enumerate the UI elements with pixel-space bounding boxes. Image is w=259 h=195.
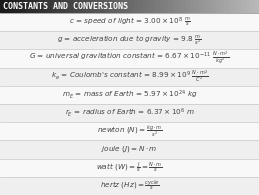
Bar (246, 0, 251, 13)
Bar (0, 122, 259, 140)
Bar (130, 0, 135, 13)
Text: CONSTANTS AND CONVERSIONS: CONSTANTS AND CONVERSIONS (3, 2, 128, 11)
Bar (56, 0, 61, 13)
Bar (13, 0, 18, 13)
Bar (95, 0, 100, 13)
Bar (186, 0, 191, 13)
Bar (160, 0, 165, 13)
Bar (117, 0, 122, 13)
Bar (0, 68, 259, 86)
Bar (0, 0, 5, 13)
Bar (134, 0, 139, 13)
Bar (194, 0, 200, 13)
Bar (225, 0, 230, 13)
Bar (142, 0, 148, 13)
Bar (181, 0, 187, 13)
Bar (4, 0, 10, 13)
Bar (0, 49, 259, 68)
Bar (138, 0, 143, 13)
Bar (0, 13, 259, 31)
Bar (164, 0, 169, 13)
Bar (220, 0, 226, 13)
Bar (238, 0, 243, 13)
Bar (112, 0, 118, 13)
Bar (9, 0, 14, 13)
Bar (229, 0, 234, 13)
Text: watt $(W) = \frac{J}{s} = \frac{N \cdot m}{s}$: watt $(W) = \frac{J}{s} = \frac{N \cdot … (96, 160, 163, 175)
Bar (82, 0, 87, 13)
Bar (121, 0, 126, 13)
Bar (17, 0, 23, 13)
Bar (125, 0, 131, 13)
Bar (30, 0, 35, 13)
Bar (52, 0, 57, 13)
Bar (203, 0, 208, 13)
Bar (242, 0, 247, 13)
Bar (99, 0, 105, 13)
Bar (73, 0, 79, 13)
Bar (0, 104, 259, 122)
Text: $c$ = speed of light = $3.00 \times 10^8\ \frac{m}{s}$: $c$ = speed of light = $3.00 \times 10^8… (69, 15, 190, 29)
Text: $r_E$ = radius of Earth = $6.37 \times 10^6$ m: $r_E$ = radius of Earth = $6.37 \times 1… (64, 107, 195, 119)
Bar (108, 0, 113, 13)
Bar (155, 0, 161, 13)
Bar (34, 0, 40, 13)
Bar (216, 0, 221, 13)
Bar (69, 0, 74, 13)
Bar (86, 0, 92, 13)
Bar (151, 0, 156, 13)
Bar (21, 0, 27, 13)
Bar (0, 31, 259, 49)
Bar (0, 177, 259, 195)
Bar (91, 0, 96, 13)
Bar (250, 0, 256, 13)
Bar (104, 0, 109, 13)
Bar (212, 0, 217, 13)
Bar (168, 0, 174, 13)
Bar (65, 0, 70, 13)
Bar (47, 0, 53, 13)
Bar (78, 0, 83, 13)
Bar (60, 0, 66, 13)
Text: $m_E$ = mass of Earth = $5.97 \times 10^{24}$ kg: $m_E$ = mass of Earth = $5.97 \times 10^… (62, 89, 197, 101)
Bar (39, 0, 44, 13)
Bar (0, 140, 259, 159)
Bar (0, 159, 259, 177)
Bar (255, 0, 259, 13)
Bar (199, 0, 204, 13)
Bar (0, 86, 259, 104)
Bar (177, 0, 182, 13)
Text: $k_e$ = Coulomb's constant = $8.99 \times 10^9\ \frac{N \cdot m^2}{C^2}$: $k_e$ = Coulomb's constant = $8.99 \time… (51, 69, 208, 85)
Bar (173, 0, 178, 13)
Bar (43, 0, 48, 13)
Text: hertz $(Hz) = \frac{cycle}{s}$: hertz $(Hz) = \frac{cycle}{s}$ (99, 179, 160, 193)
Text: newton $(N) = \frac{kg \cdot m}{s^2}$: newton $(N) = \frac{kg \cdot m}{s^2}$ (97, 123, 162, 139)
Bar (147, 0, 152, 13)
Text: joule $(J) = N \cdot m$: joule $(J) = N \cdot m$ (101, 144, 158, 154)
Text: $g$ = acceleration due to gravity = $9.8\ \frac{m}{s^2}$: $g$ = acceleration due to gravity = $9.8… (57, 33, 202, 47)
Bar (190, 0, 195, 13)
Bar (233, 0, 239, 13)
Bar (26, 0, 31, 13)
Text: $G$ = universal gravitation constant = $6.67 \times 10^{-11}\ \frac{N \cdot m^2}: $G$ = universal gravitation constant = $… (29, 50, 230, 67)
Bar (207, 0, 213, 13)
